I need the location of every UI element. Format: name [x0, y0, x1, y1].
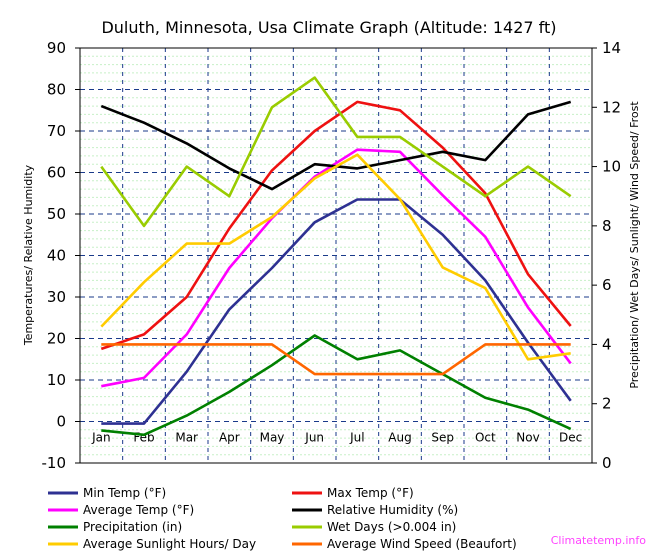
left-axis-ticks: -10 0 10 20 30 40 50 60 70 80 90	[42, 39, 80, 472]
left-tick-label: 30	[47, 288, 66, 306]
left-tick-label: 90	[47, 39, 66, 57]
right-tick-label: 0	[602, 454, 612, 472]
month-label: Nov	[516, 431, 539, 445]
month-label: Apr	[219, 431, 240, 445]
month-label: Jun	[304, 431, 324, 445]
left-tick-label: 10	[47, 371, 66, 389]
month-label: Jul	[349, 431, 364, 445]
series-line-1	[101, 198, 572, 425]
left-tick-label: 70	[47, 122, 66, 140]
right-tick-label: 4	[602, 335, 612, 353]
watermark: Climatetemp.info	[551, 534, 647, 547]
left-tick-label: 50	[47, 205, 66, 223]
right-tick-label: 10	[602, 158, 621, 176]
series-line-3	[101, 148, 572, 388]
legend-label: Precipitation (in)	[83, 520, 182, 534]
chart-title: Duluth, Minnesota, Usa Climate Graph (Al…	[101, 18, 556, 37]
month-label: Dec	[559, 431, 582, 445]
legend-label: Average Sunlight Hours/ Day	[83, 537, 256, 551]
right-tick-label: 14	[602, 39, 621, 57]
left-tick-label: 40	[47, 247, 66, 265]
month-label: Jan	[91, 431, 111, 445]
month-axis-ticks: Jan Feb Mar Apr May Jun Jul Aug Sep Oct Nov Dec	[91, 431, 582, 445]
series-line-5	[101, 334, 572, 437]
legend-label: Max Temp (°F)	[327, 486, 414, 500]
month-label: Sep	[431, 431, 454, 445]
legend-label: Wet Days (>0.004 in)	[327, 520, 456, 534]
series-line-2	[100, 100, 572, 351]
legend-label: Relative Humidity (%)	[327, 503, 458, 517]
month-label: Aug	[388, 431, 411, 445]
left-tick-label: -10	[42, 454, 67, 472]
series-line-8	[101, 343, 571, 376]
month-label: Mar	[175, 431, 198, 445]
right-tick-label: 8	[602, 217, 612, 235]
left-tick-label: 20	[47, 330, 66, 348]
chart-legend: Min Temp (°F) Max Temp (°F) Average Temp (…	[48, 486, 517, 551]
month-label: May	[260, 431, 285, 445]
left-tick-label: 0	[56, 413, 66, 431]
series-line-6	[100, 76, 572, 228]
right-tick-label: 6	[602, 276, 612, 294]
month-dividers	[122, 48, 550, 463]
right-tick-label: 12	[602, 98, 621, 116]
series-line-7	[100, 153, 571, 361]
chart-series	[100, 76, 572, 437]
left-tick-label: 80	[47, 81, 66, 99]
month-label: Oct	[475, 431, 496, 445]
right-axis-label: Precipitation/ Wet Days/ Sunlight/ Wind …	[628, 101, 641, 389]
right-tick-label: 2	[602, 395, 612, 413]
right-axis-ticks: 0 2 4 6 8 10 12 14	[592, 39, 621, 472]
legend-label: Average Temp (°F)	[83, 503, 194, 517]
legend-label: Average Wind Speed (Beaufort)	[327, 537, 517, 551]
left-tick-label: 60	[47, 164, 66, 182]
left-axis-label: Temperatures/ Relative Humidity	[22, 164, 35, 346]
legend-label: Min Temp (°F)	[83, 486, 166, 500]
